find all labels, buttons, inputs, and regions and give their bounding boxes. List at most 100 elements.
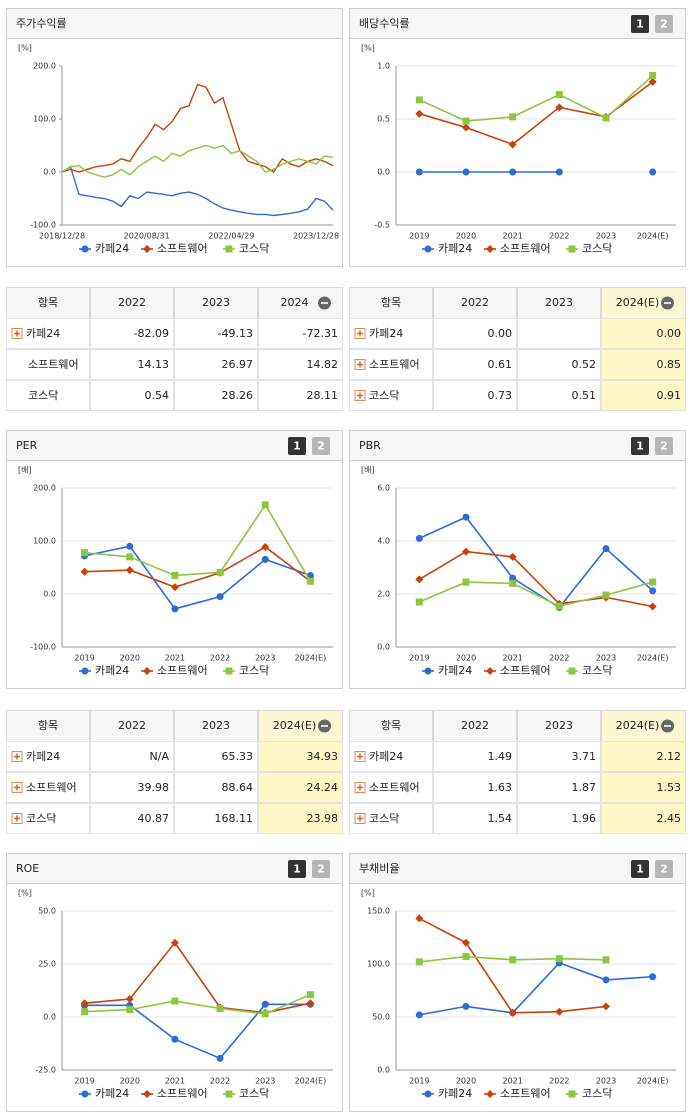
x-tick-label: 2023 [255,654,275,663]
series-line [61,165,334,217]
tab-button-label[interactable]: 1 [293,863,301,876]
point [261,1010,269,1018]
unit-label: [%] [18,44,32,53]
column-header: 항목 [381,296,401,309]
point [216,1054,224,1062]
tab-button-label[interactable]: 1 [636,863,644,876]
x-tick-label: 2022 [210,654,230,663]
tab-button-label[interactable]: 1 [636,440,644,453]
table-cell [174,772,258,803]
header-cell [601,710,686,742]
point [462,168,470,176]
table-cell [433,380,517,411]
chart-title: ROE [16,862,39,875]
point [125,994,134,1003]
tab-button-label[interactable]: 2 [317,863,325,876]
table-value: 14.82 [307,358,339,371]
point [306,577,314,585]
table-cell [258,349,343,380]
point [649,587,657,595]
point [125,566,134,575]
column-header: 2022 [118,719,146,732]
point [415,168,423,176]
table-cell [90,772,174,803]
y-tick-label: 0.0 [377,1066,390,1075]
point [509,574,517,582]
header-cell [6,287,90,319]
row-label: 소프트웨어 [28,358,79,371]
tab-button[interactable] [631,15,649,33]
tab-button[interactable] [631,437,649,455]
tab-button-label[interactable]: 2 [660,440,668,453]
table-value: 1.53 [657,781,682,794]
point [555,168,563,176]
table-cell [601,380,686,411]
point [509,113,517,121]
point [555,91,563,99]
legend-marker [424,245,432,253]
column-header: 2022 [461,296,489,309]
chart-panel [349,853,686,1112]
x-tick-label: 2021 [502,232,522,241]
x-tick-label: 2020 [456,1077,476,1086]
point [415,958,423,966]
point [649,168,657,176]
x-tick-label: 2021 [165,654,185,663]
table-value: 168.11 [215,812,254,825]
tab-button[interactable] [312,860,330,878]
tab-button-label[interactable]: 2 [660,18,668,31]
header-cell [174,710,258,742]
point [462,953,470,961]
table-cell [601,803,686,834]
column-header: 2023 [545,296,573,309]
y-tick-label: 0.0 [377,643,390,652]
tab-button[interactable] [312,437,330,455]
legend-marker [486,245,494,253]
legend-label: 코스닥 [582,1087,612,1100]
point [509,168,517,176]
panel-header [6,853,343,884]
x-tick-label: 2024(E) [295,1077,327,1086]
point [81,1008,89,1016]
point [261,501,269,509]
tab-button[interactable] [655,437,673,455]
point [81,549,89,557]
legend-label: 카페24 [438,242,472,255]
tab-button[interactable] [655,860,673,878]
table-cell [601,741,686,772]
x-tick-label: 2021 [502,654,522,663]
tab-button-label[interactable]: 1 [293,440,301,453]
tab-button[interactable] [655,15,673,33]
series-line [61,144,334,179]
header-cell [349,287,433,319]
x-tick-label: 2019 [409,1077,429,1086]
x-tick-label: 2024(E) [295,654,327,663]
y-tick-label: 4.0 [377,537,390,546]
tab-button[interactable] [288,437,306,455]
tab-button-label[interactable]: 2 [660,863,668,876]
point [602,976,610,984]
panel-header [6,8,343,39]
tab-button-label[interactable]: 2 [317,440,325,453]
table-cell [90,349,174,380]
y-tick-label: 100.0 [367,960,390,969]
point [415,96,423,104]
table-value: 14.13 [138,358,170,371]
x-tick-label: 2022/04/29 [208,232,254,241]
point [508,1008,517,1017]
table-value: -49.13 [218,327,253,340]
tab-button-label[interactable]: 1 [636,18,644,31]
point [171,997,179,1005]
y-tick-label: 50.0 [372,1013,390,1022]
table-value: 0.73 [488,389,513,402]
point [602,956,610,964]
table-cell [258,318,343,349]
expand-icon-plus [357,753,363,760]
row-label: 코스닥 [28,389,58,402]
column-header: 항목 [38,296,58,309]
tab-button[interactable] [288,860,306,878]
point [649,578,657,586]
tab-button[interactable] [631,860,649,878]
y-tick-label: 25.0 [38,960,56,969]
y-tick-label: 100.0 [33,537,56,546]
